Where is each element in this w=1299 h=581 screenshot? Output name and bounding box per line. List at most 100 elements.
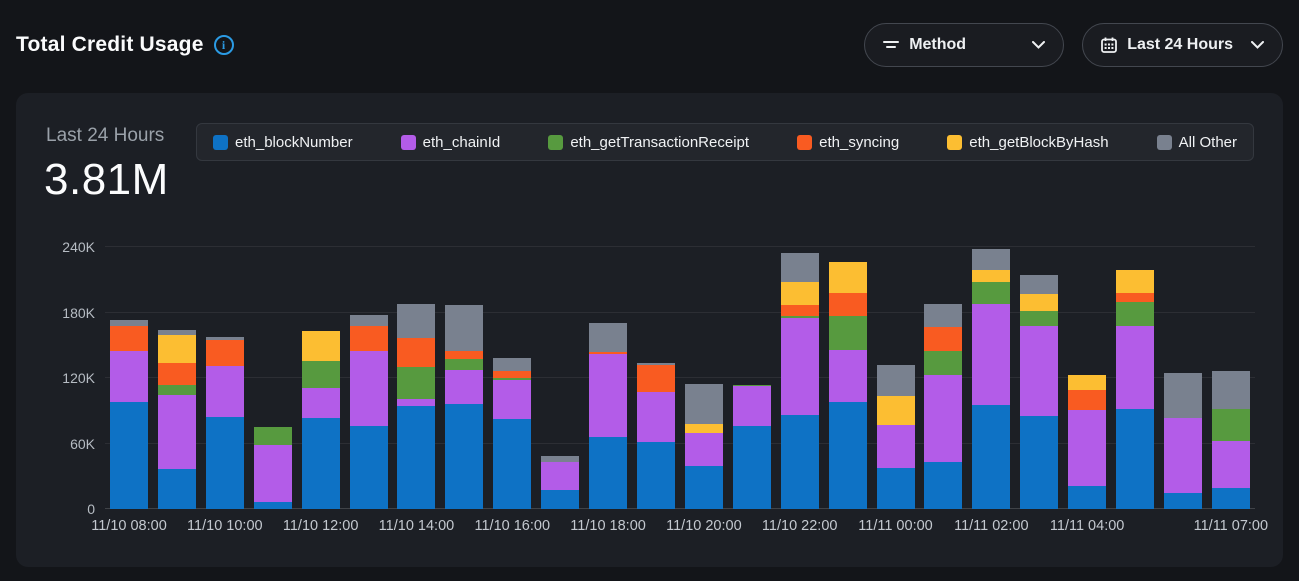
bar-segment-eth_getTransactionReceipt[interactable] — [1020, 311, 1059, 326]
bar-11-10-21-00[interactable] — [732, 384, 771, 509]
bar-segment-eth_blockNumber[interactable] — [1211, 488, 1250, 509]
bar-segment-eth_blockNumber[interactable] — [828, 402, 867, 509]
bar-segment-eth_syncing[interactable] — [110, 325, 148, 351]
bar-segment-eth_syncing[interactable] — [589, 351, 628, 354]
bar-11-10-18-00[interactable]: 11/10 18:00 — [570, 323, 646, 534]
bar-segment-eth_chainId[interactable] — [349, 350, 388, 427]
bar-segment-All Other[interactable] — [636, 362, 675, 365]
bar-11-11-01-00[interactable] — [924, 303, 963, 509]
bar-segment-eth_getTransactionReceipt[interactable] — [828, 315, 867, 350]
bar-segment-eth_chainId[interactable] — [684, 432, 723, 467]
bar-11-10-17-00[interactable] — [541, 455, 580, 509]
bar-segment-eth_getTransactionReceipt[interactable] — [253, 427, 292, 445]
bar-segment-eth_getBlockByHash[interactable] — [157, 335, 196, 363]
bar-segment-All Other[interactable] — [876, 364, 915, 396]
bar-segment-eth_getTransactionReceipt[interactable] — [445, 359, 484, 371]
bar-11-11-05-00[interactable] — [1116, 269, 1155, 509]
bar-segment-eth_blockNumber[interactable] — [349, 426, 388, 509]
bar-segment-eth_blockNumber[interactable] — [636, 442, 675, 509]
bar-segment-eth_getTransactionReceipt[interactable] — [1211, 408, 1250, 442]
bar-11-11-04-00[interactable]: 11/11 04:00 — [1050, 374, 1124, 534]
bar-segment-eth_chainId[interactable] — [157, 395, 196, 469]
bar-segment-eth_syncing[interactable] — [445, 350, 484, 360]
bar-segment-eth_getTransactionReceipt[interactable] — [157, 384, 196, 396]
bar-segment-eth_blockNumber[interactable] — [972, 405, 1011, 509]
bar-segment-eth_chainId[interactable] — [205, 366, 244, 418]
legend-item-eth_syncing[interactable]: eth_syncing — [797, 134, 899, 151]
bar-segment-All Other[interactable] — [924, 303, 963, 327]
bar-11-11-03-00[interactable] — [1020, 275, 1059, 509]
bar-11-10-20-00[interactable]: 11/10 20:00 — [666, 383, 742, 534]
bar-segment-eth_blockNumber[interactable] — [684, 466, 723, 509]
bar-segment-eth_blockNumber[interactable] — [445, 404, 484, 509]
bar-segment-eth_chainId[interactable] — [1116, 325, 1155, 409]
date-range-dropdown[interactable]: Last 24 Hours — [1082, 23, 1283, 67]
bar-11-10-14-00[interactable]: 11/10 14:00 — [379, 303, 454, 534]
bar-segment-eth_chainId[interactable] — [732, 385, 771, 427]
bar-11-10-22-00[interactable]: 11/10 22:00 — [762, 252, 837, 534]
bar-segment-eth_chainId[interactable] — [541, 462, 580, 491]
bar-segment-eth_getTransactionReceipt[interactable] — [924, 350, 963, 375]
bar-segment-eth_syncing[interactable] — [349, 325, 388, 351]
bar-segment-eth_syncing[interactable] — [157, 362, 196, 385]
bar-segment-eth_blockNumber[interactable] — [589, 436, 628, 509]
legend-item-eth_chainId[interactable]: eth_chainId — [400, 134, 500, 151]
info-icon[interactable]: i — [213, 35, 234, 55]
method-filter-dropdown[interactable]: Method — [864, 23, 1065, 67]
bar-segment-All Other[interactable] — [349, 314, 388, 326]
bar-11-10-10-00[interactable]: 11/10 10:00 — [187, 336, 263, 534]
bar-segment-eth_getTransactionReceipt[interactable] — [301, 360, 340, 388]
bar-segment-eth_getBlockByHash[interactable] — [301, 331, 340, 361]
bar-segment-eth_getBlockByHash[interactable] — [1068, 374, 1107, 391]
bar-segment-eth_blockNumber[interactable] — [780, 415, 819, 509]
bar-segment-eth_chainId[interactable] — [972, 303, 1011, 406]
bar-segment-eth_getBlockByHash[interactable] — [1116, 269, 1155, 293]
bar-segment-eth_syncing[interactable] — [493, 371, 532, 379]
bar-segment-eth_getBlockByHash[interactable] — [684, 423, 723, 433]
bar-segment-eth_chainId[interactable] — [636, 392, 675, 443]
bar-segment-eth_syncing[interactable] — [205, 339, 244, 367]
bar-segment-eth_syncing[interactable] — [1068, 390, 1107, 410]
bar-segment-All Other[interactable] — [589, 323, 628, 352]
bar-segment-eth_blockNumber[interactable] — [1068, 486, 1107, 509]
bar-segment-eth_syncing[interactable] — [1116, 292, 1155, 302]
bar-11-10-08-00[interactable]: 11/10 08:00 — [91, 320, 167, 534]
bar-segment-All Other[interactable] — [397, 303, 436, 338]
bar-11-10-11-00[interactable] — [253, 427, 292, 509]
bar-segment-eth_blockNumber[interactable] — [110, 402, 148, 509]
bar-segment-eth_getBlockByHash[interactable] — [1020, 293, 1059, 312]
bar-segment-eth_getTransactionReceipt[interactable] — [1116, 301, 1155, 326]
bar-segment-eth_getBlockByHash[interactable] — [876, 395, 915, 425]
bar-segment-All Other[interactable] — [1020, 275, 1059, 294]
bar-segment-eth_blockNumber[interactable] — [1163, 492, 1202, 509]
bar-segment-eth_chainId[interactable] — [1020, 325, 1059, 417]
bar-segment-eth_blockNumber[interactable] — [924, 462, 963, 509]
bar-segment-eth_chainId[interactable] — [397, 398, 436, 407]
bar-segment-eth_getTransactionReceipt[interactable] — [493, 378, 532, 381]
bar-segment-eth_blockNumber[interactable] — [301, 418, 340, 509]
bar-segment-eth_blockNumber[interactable] — [876, 467, 915, 509]
bar-segment-eth_chainId[interactable] — [828, 349, 867, 403]
bar-segment-eth_chainId[interactable] — [589, 354, 628, 437]
bar-segment-eth_blockNumber[interactable] — [732, 426, 771, 509]
bar-segment-eth_chainId[interactable] — [493, 380, 532, 420]
bar-segment-eth_getBlockByHash[interactable] — [972, 269, 1011, 282]
bar-segment-eth_chainId[interactable] — [253, 444, 292, 503]
bar-segment-eth_getTransactionReceipt[interactable] — [732, 384, 771, 386]
bar-segment-All Other[interactable] — [493, 358, 532, 372]
bar-segment-eth_blockNumber[interactable] — [541, 490, 580, 509]
bar-segment-All Other[interactable] — [1211, 371, 1250, 409]
bar-11-11-00-00[interactable]: 11/11 00:00 — [858, 364, 933, 534]
bar-segment-eth_syncing[interactable] — [397, 337, 436, 368]
bar-segment-eth_getTransactionReceipt[interactable] — [972, 281, 1011, 304]
legend-item-eth_getTransactionReceipt[interactable]: eth_getTransactionReceipt — [548, 134, 749, 151]
legend-item-eth_getBlockByHash[interactable]: eth_getBlockByHash — [947, 134, 1109, 151]
bar-segment-eth_chainId[interactable] — [876, 424, 915, 468]
bar-segment-eth_blockNumber[interactable] — [1116, 408, 1155, 509]
bar-segment-eth_blockNumber[interactable] — [493, 419, 532, 509]
bar-11-11-02-00[interactable]: 11/11 02:00 — [954, 249, 1029, 534]
bar-11-10-13-00[interactable] — [349, 314, 388, 509]
bar-11-10-12-00[interactable]: 11/10 12:00 — [283, 331, 358, 534]
bar-segment-All Other[interactable] — [1163, 372, 1202, 419]
bar-segment-All Other[interactable] — [157, 330, 196, 336]
